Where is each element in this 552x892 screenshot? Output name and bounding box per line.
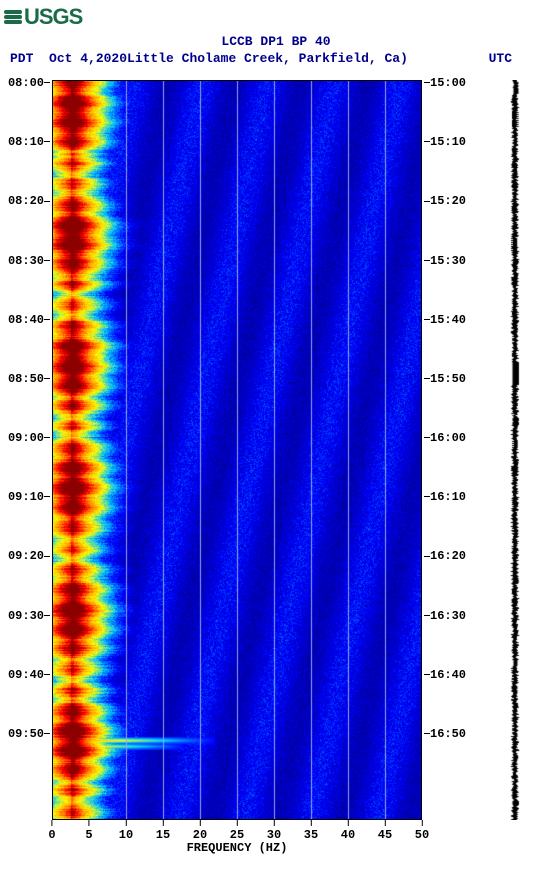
ytick-label: 09:40 (8, 668, 50, 682)
xtick-label: 40 (341, 820, 355, 842)
ytick-label: 15:50 (424, 372, 466, 386)
right-timezone-label: UTC (489, 51, 512, 68)
waveform-trace (508, 80, 522, 820)
ytick-label: 09:00 (8, 431, 50, 445)
xtick-label: 0 (48, 820, 55, 842)
spectrogram-canvas (52, 80, 422, 820)
ytick-label: 16:30 (424, 609, 466, 623)
footer-glitch (4, 868, 5, 879)
chart-title: LCCB DP1 BP 40 (0, 34, 552, 51)
xtick-label: 5 (85, 820, 92, 842)
ytick-label: 08:40 (8, 313, 50, 327)
usgs-logo: USGS (4, 4, 82, 30)
xtick-label: 15 (156, 820, 170, 842)
xtick-label: 20 (193, 820, 207, 842)
ytick-label: 16:40 (424, 668, 466, 682)
xtick-label: 10 (119, 820, 133, 842)
ytick-label: 15:10 (424, 135, 466, 149)
ytick-label: 15:30 (424, 254, 466, 268)
chart-header: LCCB DP1 BP 40 PDT Oct 4,2020Little Chol… (0, 34, 552, 68)
date-label: Oct 4,2020 (49, 51, 127, 66)
xtick-label: 30 (267, 820, 281, 842)
ytick-label: 08:30 (8, 254, 50, 268)
ytick-label: 16:10 (424, 490, 466, 504)
logo-waves-icon (4, 10, 22, 24)
logo-text: USGS (24, 4, 82, 30)
ytick-label: 09:10 (8, 490, 50, 504)
ytick-label: 09:30 (8, 609, 50, 623)
ytick-label: 08:50 (8, 372, 50, 386)
ytick-label: 08:10 (8, 135, 50, 149)
xtick-label: 50 (415, 820, 429, 842)
ytick-label: 09:50 (8, 727, 50, 741)
location-label: Little Cholame Creek, Parkfield, Ca) (127, 51, 408, 66)
ytick-label: 09:20 (8, 549, 50, 563)
ytick-label: 16:00 (424, 431, 466, 445)
spectrogram-plot (52, 80, 422, 820)
ytick-label: 08:20 (8, 194, 50, 208)
xtick-label: 35 (304, 820, 318, 842)
xtick-label: 45 (378, 820, 392, 842)
left-timezone-label: PDT (10, 51, 33, 66)
ytick-label: 08:00 (8, 76, 50, 90)
y-axis-left: 08:0008:1008:2008:3008:4008:5009:0009:10… (0, 80, 50, 820)
xtick-label: 25 (230, 820, 244, 842)
ytick-label: 16:50 (424, 727, 466, 741)
ytick-label: 15:20 (424, 194, 466, 208)
y-axis-right: 15:0015:1015:2015:3015:4015:5016:0016:10… (424, 80, 474, 820)
ytick-label: 16:20 (424, 549, 466, 563)
ytick-label: 15:40 (424, 313, 466, 327)
x-axis-label: FREQUENCY (HZ) (52, 841, 422, 855)
ytick-label: 15:00 (424, 76, 466, 90)
